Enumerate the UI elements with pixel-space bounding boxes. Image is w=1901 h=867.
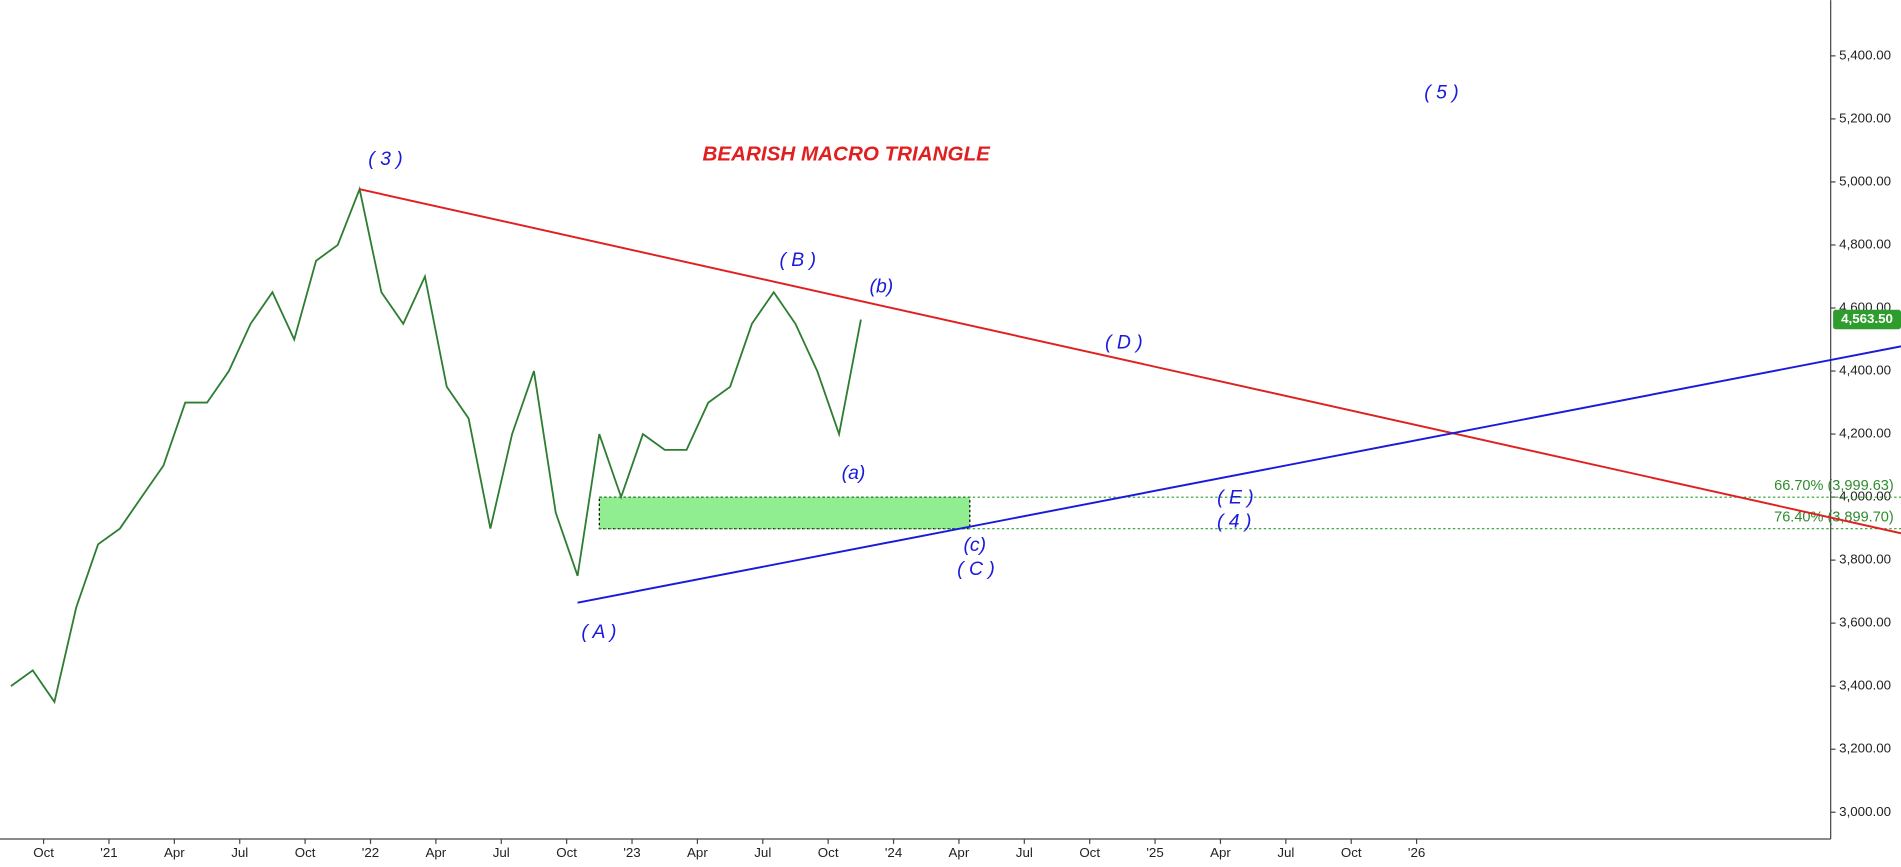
y-tick-label: 3,000.00 — [1839, 804, 1891, 819]
x-tick-label: Apr — [1210, 845, 1231, 860]
fib-label: 66.70% (3,999.63) — [1774, 478, 1894, 494]
x-tick-label: '26 — [1408, 845, 1425, 860]
x-tick-label: Oct — [295, 845, 316, 860]
last-price-label: 4,563.50 — [1841, 311, 1893, 326]
x-tick-label: '24 — [885, 845, 903, 860]
x-tick-label: Jul — [754, 845, 771, 860]
trendline — [577, 345, 1901, 604]
x-tick-label: Oct — [33, 845, 54, 860]
x-tick-label: '25 — [1146, 845, 1163, 860]
wave-label: ( 5 ) — [1424, 82, 1458, 104]
x-tick-label: '23 — [623, 845, 640, 860]
wave-label: ( A ) — [581, 621, 616, 643]
x-tick-label: Apr — [687, 845, 708, 860]
x-tick-label: '22 — [362, 845, 379, 860]
x-tick-label: Apr — [164, 845, 185, 860]
y-tick-label: 4,400.00 — [1839, 363, 1891, 378]
fib-zone — [598, 496, 971, 530]
wave-label: ( C ) — [957, 558, 995, 580]
wave-label: ( D ) — [1105, 331, 1143, 353]
y-tick-label: 4,800.00 — [1839, 236, 1891, 251]
x-tick-label: Jul — [1277, 845, 1294, 860]
x-tick-label: Oct — [1079, 845, 1100, 860]
x-tick-label: Jul — [493, 845, 510, 860]
y-tick-label: 3,200.00 — [1839, 741, 1891, 756]
wave-label: ( B ) — [779, 249, 816, 271]
chart-title: BEARISH MACRO TRIANGLE — [703, 143, 992, 166]
wave-label: (a) — [842, 462, 866, 484]
y-tick-label: 4,200.00 — [1839, 426, 1891, 441]
y-tick-label: 4,000.00 — [1839, 489, 1891, 504]
wave-label: (b) — [870, 276, 894, 298]
x-tick-label: Apr — [426, 845, 447, 860]
y-tick-label: 5,000.00 — [1839, 173, 1891, 188]
x-tick-label: Oct — [1341, 845, 1362, 860]
trendline — [359, 188, 1901, 535]
y-tick-label: 5,400.00 — [1839, 47, 1891, 62]
wave-label: (c) — [963, 534, 986, 556]
y-tick-label: 3,600.00 — [1839, 615, 1891, 630]
last-price-tag — [1833, 309, 1901, 330]
y-tick-label: 3,400.00 — [1839, 678, 1891, 693]
wave-label: ( E ) — [1217, 486, 1254, 508]
wave-label: ( 4 ) — [1217, 511, 1251, 533]
x-tick-label: '21 — [100, 845, 117, 860]
x-tick-label: Apr — [949, 845, 970, 860]
price-line — [10, 186, 862, 705]
x-tick-label: Jul — [231, 845, 248, 860]
x-tick-label: Oct — [556, 845, 577, 860]
wave-label: ( 3 ) — [368, 148, 402, 170]
x-tick-label: Jul — [1016, 845, 1033, 860]
y-tick-label: 5,200.00 — [1839, 110, 1891, 125]
x-tick-label: Oct — [818, 845, 839, 860]
y-tick-label: 3,800.00 — [1839, 552, 1891, 567]
